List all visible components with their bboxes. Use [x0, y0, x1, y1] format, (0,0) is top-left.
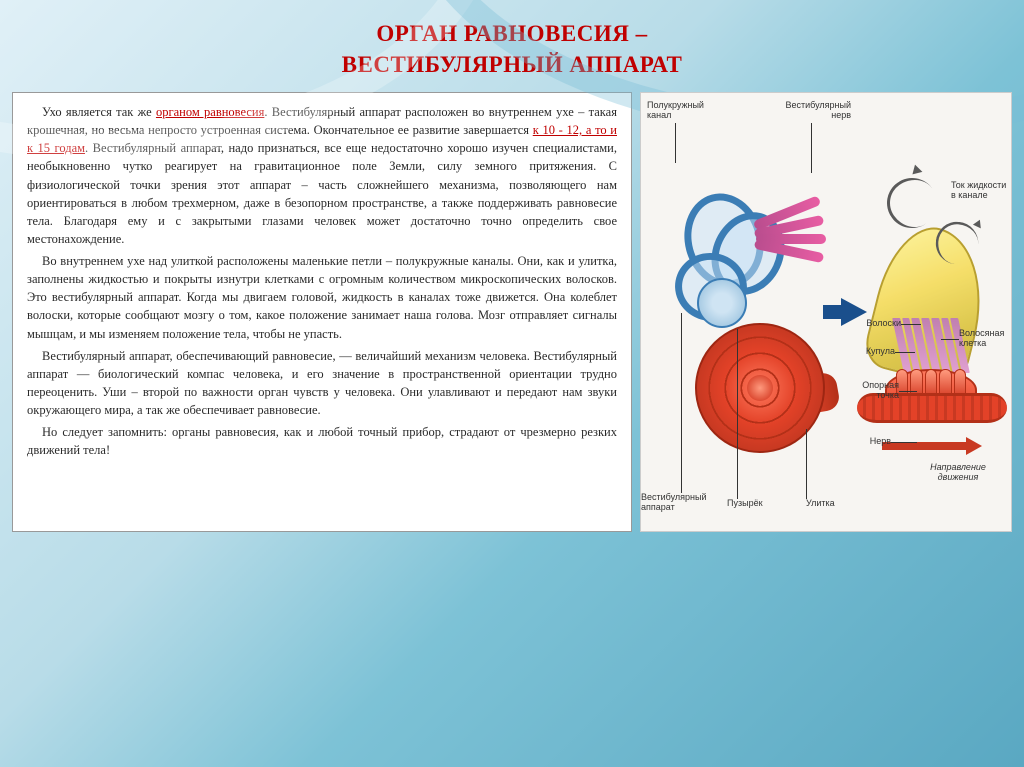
- movement-arrow: [882, 437, 982, 455]
- leader-line: [899, 391, 917, 392]
- paragraph-3: Вестибулярный аппарат, обеспечивающий ра…: [27, 347, 617, 420]
- label-text: Нерв: [870, 436, 891, 446]
- label-nerve: Нерв: [870, 437, 891, 447]
- label-text: Купула: [866, 346, 895, 356]
- label-direction: Направление движения: [919, 463, 997, 483]
- vestibule-sac: [697, 278, 747, 328]
- label-hair-cell: Волосяная клетка: [959, 329, 1009, 349]
- label-support: Опорная точка: [853, 381, 899, 401]
- label-text: Вестибулярный нерв: [785, 100, 851, 120]
- label-vesicle: Пузырёк: [727, 499, 763, 509]
- diagram-area: Полукружный канал Вестибулярный нерв Вес…: [640, 92, 1012, 532]
- label-fluid: Ток жидкости в канале: [951, 181, 1007, 201]
- label-text: Ток жидкости в канале: [951, 180, 1006, 200]
- label-text: Пузырёк: [727, 498, 763, 508]
- label-vest-app: Вестибулярный аппарат: [641, 493, 721, 513]
- label-semicircular: Полукружный канал: [647, 101, 717, 121]
- arrow-shaft: [882, 442, 966, 450]
- leader-line: [941, 339, 959, 340]
- label-text: Опорная точка: [862, 380, 899, 400]
- label-text: Полукружный канал: [647, 100, 704, 120]
- paragraph-4: Но следует запомнить: органы равновесия,…: [27, 423, 617, 459]
- vestibular-nerve: [752, 198, 842, 263]
- label-text: Улитка: [806, 498, 835, 508]
- arrow-head: [966, 437, 982, 455]
- cochlea-center: [747, 375, 773, 401]
- leader-line: [737, 329, 738, 499]
- leader-line: [681, 313, 682, 493]
- leader-line: [806, 429, 807, 499]
- leader-line: [891, 442, 917, 443]
- inner-ear-diagram: [647, 133, 842, 523]
- label-hairs: Волоски: [866, 319, 901, 329]
- label-vest-nerve: Вестибулярный нерв: [771, 101, 851, 121]
- label-text: Вестибулярный аппарат: [641, 492, 707, 512]
- label-cochlea: Улитка: [806, 499, 835, 509]
- leader-line: [895, 352, 915, 353]
- content-row: Ухо является так же органом равновесия. …: [0, 92, 1024, 532]
- leader-line: [675, 123, 676, 163]
- paragraph-2: Во внутреннем ухе над улиткой расположен…: [27, 252, 617, 343]
- leader-line: [901, 324, 921, 325]
- leader-line: [811, 123, 812, 173]
- label-cupula: Купула: [866, 347, 895, 357]
- label-text: Волосяная клетка: [959, 328, 1004, 348]
- label-text: Волоски: [866, 318, 901, 328]
- label-text: Направление движения: [930, 462, 986, 482]
